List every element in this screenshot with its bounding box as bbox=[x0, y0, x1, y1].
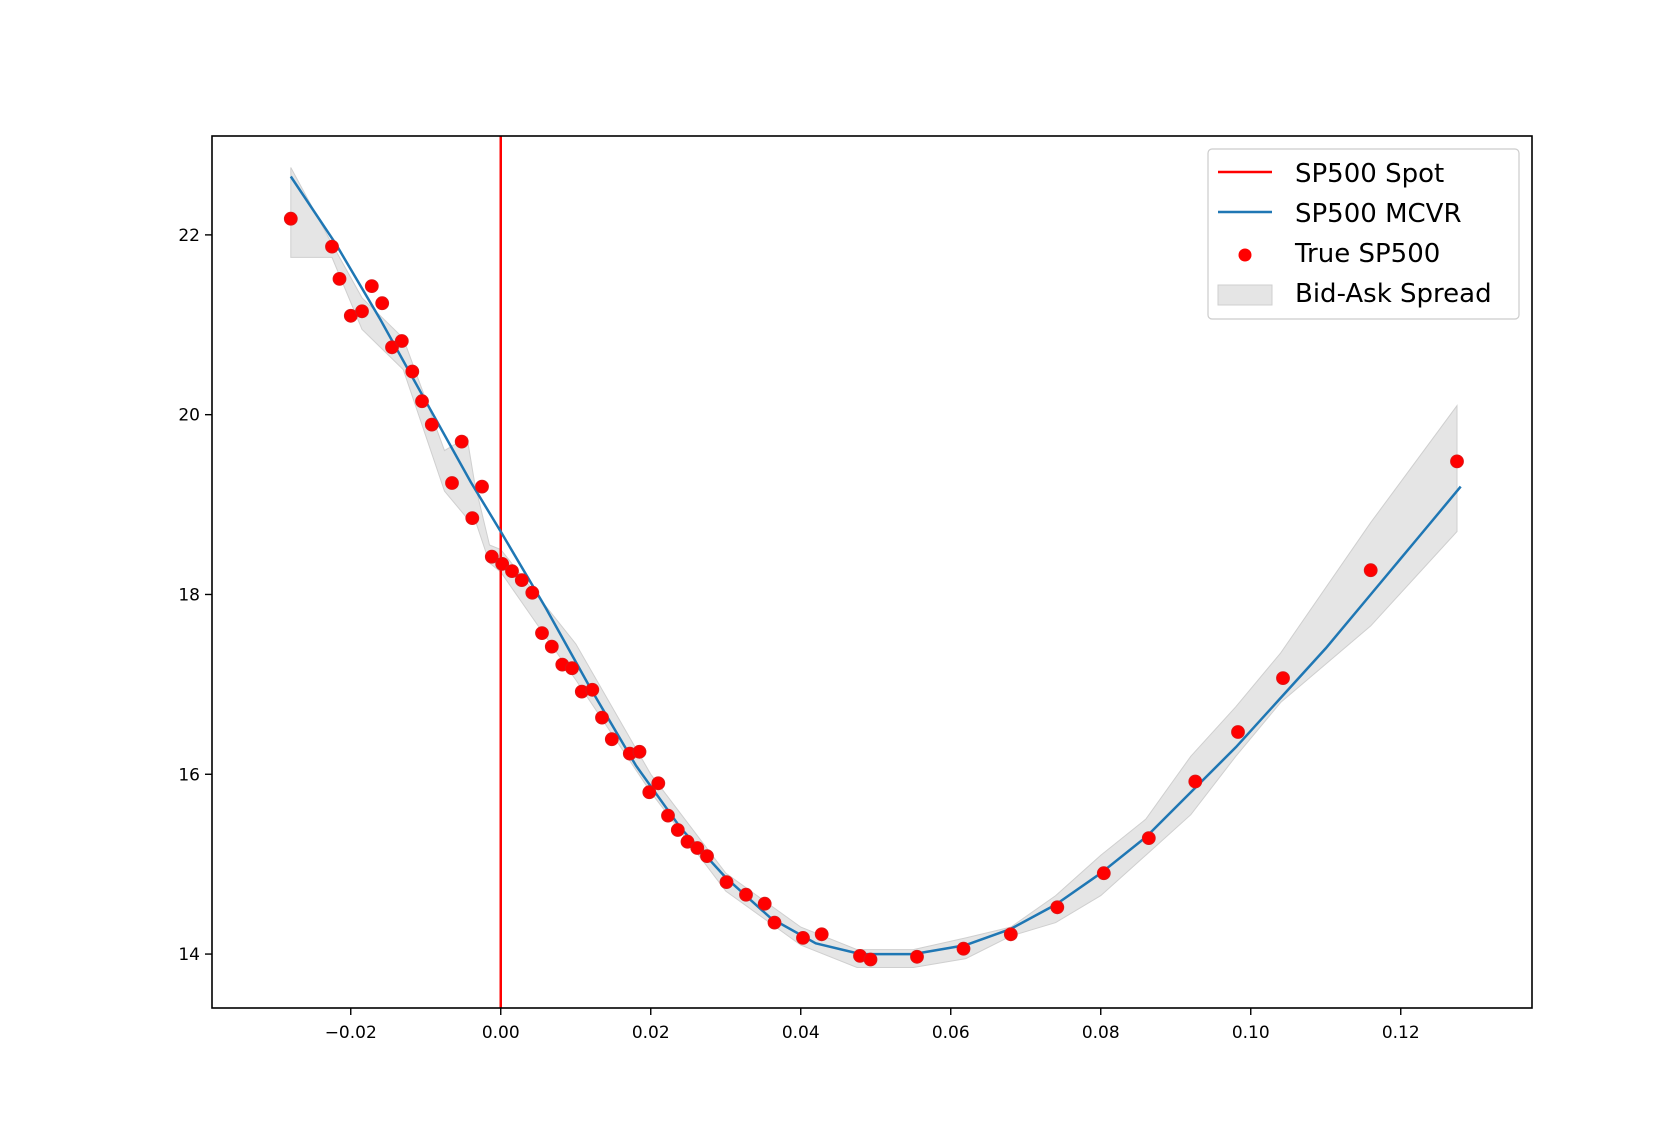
true-sp500-point bbox=[364, 279, 379, 294]
x-tick-label: 0.06 bbox=[932, 1023, 970, 1043]
true-sp500-point bbox=[767, 915, 782, 930]
true-sp500-point bbox=[1231, 725, 1245, 739]
true-sp500-point bbox=[1188, 774, 1203, 789]
true-sp500-point bbox=[651, 776, 666, 791]
true-sp500-point bbox=[325, 239, 339, 254]
true-sp500-point bbox=[465, 511, 480, 525]
true-sp500-point bbox=[739, 887, 753, 902]
true-sp500-point bbox=[454, 434, 469, 449]
x-axis: −0.02 0.00 0.02 0.04 0.06 0.08 0.10 0.12 bbox=[325, 1008, 1420, 1043]
true-sp500-point bbox=[642, 785, 657, 800]
true-sp500-point bbox=[757, 896, 772, 911]
true-sp500-point bbox=[424, 417, 439, 432]
true-sp500-point bbox=[585, 682, 600, 697]
true-sp500-point bbox=[796, 931, 810, 945]
x-tick-label: 0.12 bbox=[1382, 1023, 1420, 1043]
true-sp500-point bbox=[910, 949, 924, 964]
true-sp500-point bbox=[484, 549, 499, 564]
true-sp500-point bbox=[283, 211, 298, 226]
true-sp500-point bbox=[1096, 866, 1111, 881]
true-sp500-point bbox=[525, 585, 540, 600]
true-sp500-point bbox=[863, 952, 878, 967]
legend-label: True SP500 bbox=[1294, 239, 1440, 269]
true-sp500-point bbox=[332, 271, 347, 286]
true-sp500-point bbox=[1141, 831, 1156, 845]
y-tick-label: 22 bbox=[178, 226, 200, 246]
y-tick-label: 20 bbox=[178, 406, 200, 426]
plot-area bbox=[283, 136, 1464, 1008]
y-tick-label: 16 bbox=[178, 765, 200, 785]
axes-frame bbox=[211, 135, 1533, 1009]
true-sp500-point bbox=[719, 875, 734, 889]
x-tick-label: 0.02 bbox=[632, 1023, 670, 1043]
x-tick-label: −0.02 bbox=[325, 1023, 377, 1043]
legend-swatch-marker bbox=[1238, 248, 1252, 262]
true-sp500-point bbox=[1363, 563, 1378, 578]
true-sp500-point bbox=[1003, 927, 1018, 942]
true-sp500-point bbox=[445, 476, 459, 490]
legend-swatch-patch bbox=[1217, 284, 1273, 306]
true-sp500-point bbox=[595, 710, 609, 725]
true-sp500-point bbox=[1050, 900, 1065, 915]
true-sp500-point bbox=[680, 834, 695, 849]
true-sp500-point bbox=[475, 479, 489, 494]
true-sp500-point bbox=[814, 927, 829, 942]
true-sp500-point bbox=[495, 557, 510, 571]
y-axis: 14 16 18 20 22 bbox=[178, 226, 212, 965]
true-sp500-point bbox=[604, 732, 619, 747]
true-sp500-point bbox=[1276, 671, 1290, 685]
legend-label: SP500 Spot bbox=[1295, 159, 1444, 189]
true-sp500-point bbox=[700, 849, 714, 863]
true-sp500-point bbox=[535, 626, 549, 640]
true-sp500-point bbox=[355, 304, 369, 319]
true-sp500-point bbox=[1450, 454, 1464, 469]
true-sp500-point bbox=[661, 808, 675, 823]
legend-box bbox=[1207, 148, 1520, 320]
y-tick-label: 14 bbox=[178, 945, 200, 965]
true-sp500-point bbox=[632, 744, 647, 759]
x-tick-label: 0.04 bbox=[782, 1023, 820, 1043]
true-sp500-point bbox=[514, 573, 529, 587]
true-sp500-point bbox=[375, 296, 390, 311]
x-tick-label: 0.00 bbox=[482, 1023, 520, 1043]
true-sp500-point bbox=[415, 394, 429, 409]
true-sp500-point bbox=[405, 364, 420, 379]
legend: SP500 Spot SP500 MCVR True SP500 Bid-Ask Sp… bbox=[1207, 148, 1520, 320]
legend-label: SP500 MCVR bbox=[1295, 199, 1462, 229]
true-sp500-point bbox=[394, 334, 409, 348]
true-sp500-point bbox=[670, 823, 685, 837]
true-sp500-point bbox=[956, 941, 971, 956]
x-tick-label: 0.10 bbox=[1232, 1023, 1270, 1043]
true-sp500-point bbox=[385, 340, 399, 355]
true-sp500-point bbox=[505, 564, 519, 578]
x-tick-label: 0.08 bbox=[1082, 1023, 1120, 1043]
true-sp500-point bbox=[544, 639, 559, 654]
true-sp500-point bbox=[565, 661, 579, 676]
y-tick-label: 18 bbox=[178, 585, 200, 605]
true-sp500-point bbox=[690, 841, 705, 855]
legend-label: Bid-Ask Spread bbox=[1295, 279, 1492, 309]
